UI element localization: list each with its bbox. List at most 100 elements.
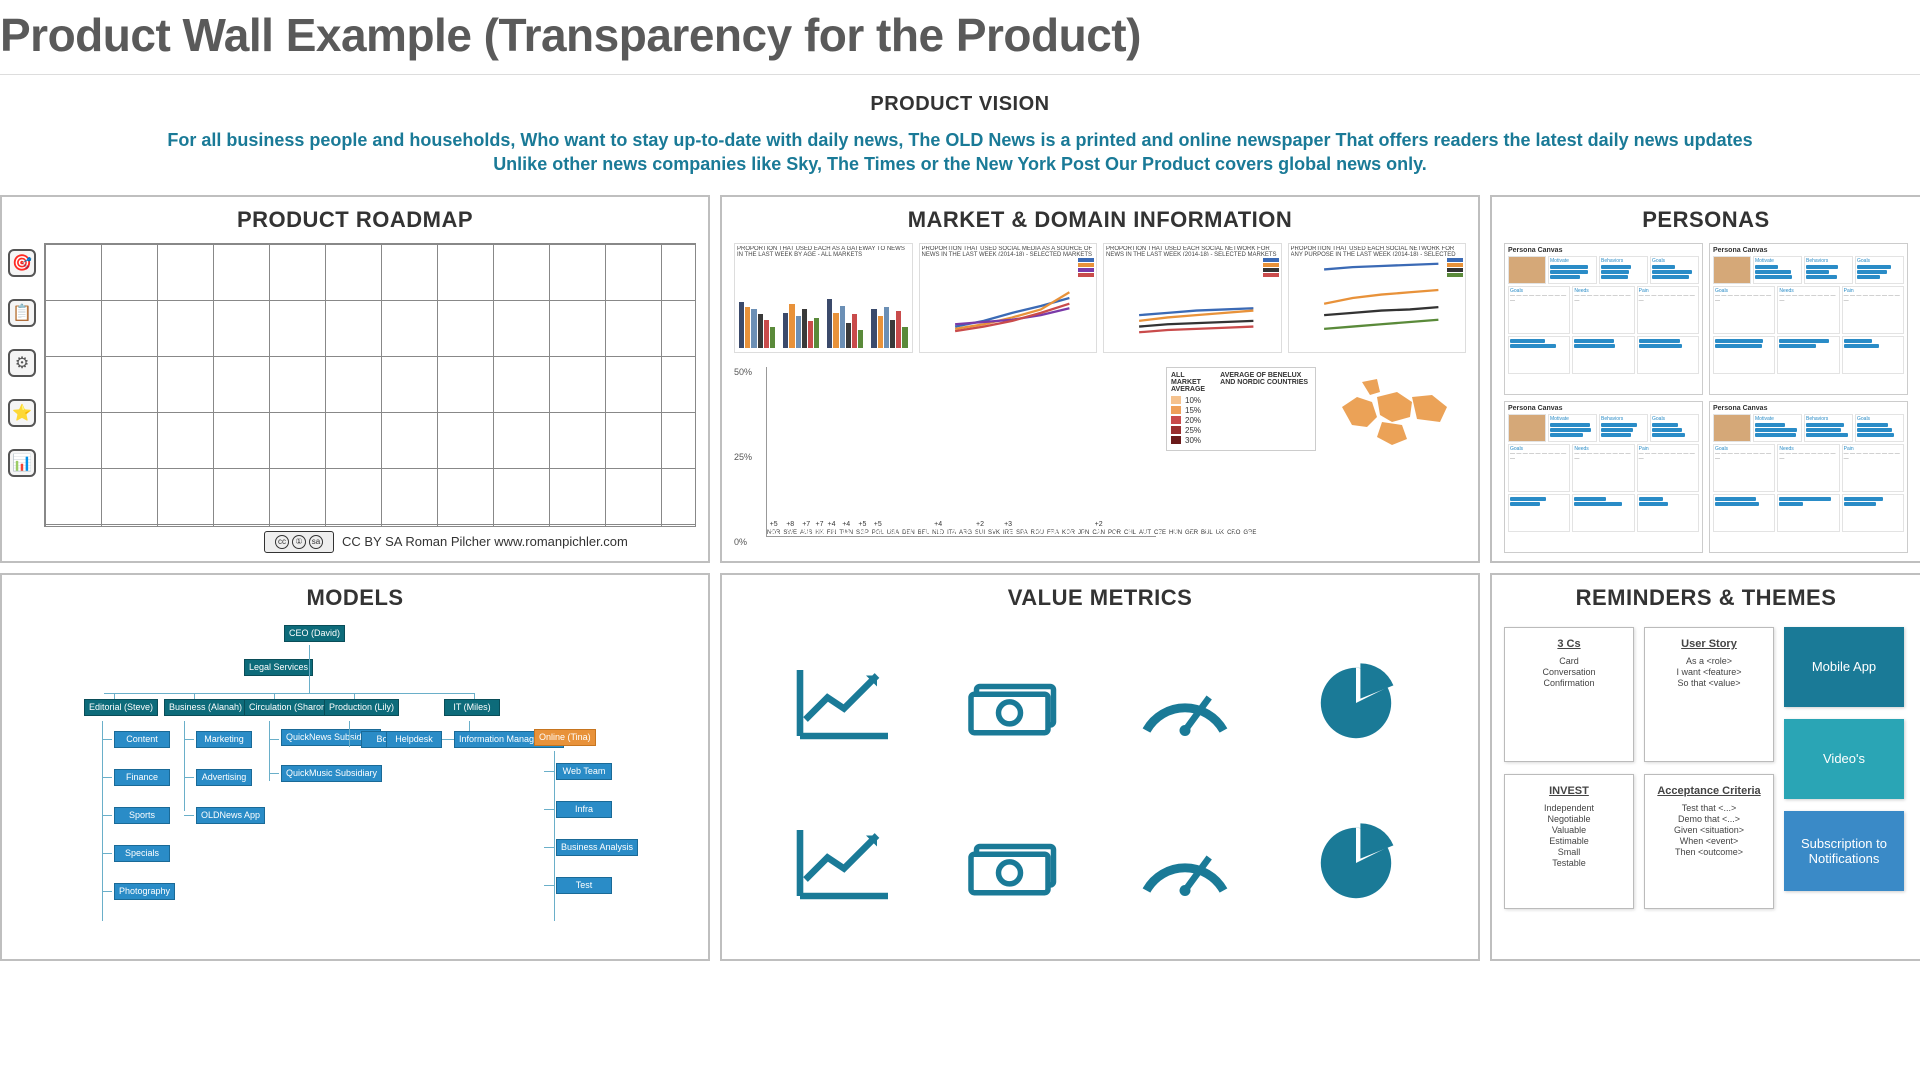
big-bar: +413NLD bbox=[932, 521, 944, 536]
big-bar: 7BUL bbox=[1201, 528, 1213, 536]
big-bar: +211SUI bbox=[975, 521, 985, 536]
org-node-photography: Photography bbox=[114, 883, 175, 901]
org-node-infra: Infra bbox=[556, 801, 612, 819]
personas-grid: Persona CanvasMotivateBehaviorsGoalsGoal… bbox=[1504, 243, 1908, 553]
big-bar: 10FRA bbox=[1047, 528, 1059, 536]
market-mini-charts: PROPORTION THAT USED EACH AS A GATEWAY T… bbox=[734, 243, 1466, 353]
big-bar: 9POR bbox=[1108, 528, 1121, 536]
big-bar: +720HK bbox=[815, 521, 823, 536]
reminders-body: 3 CsCardConversationConfirmationINVESTIn… bbox=[1504, 621, 1908, 951]
credit-text: CC BY SA Roman Pilcher www.romanpichler.… bbox=[342, 534, 628, 549]
org-node-sports: Sports bbox=[114, 807, 170, 825]
y-axis-label: 0% bbox=[734, 537, 747, 547]
org-node-advertising: Advertising bbox=[196, 769, 252, 787]
big-bar: +311IRE bbox=[1003, 521, 1013, 536]
org-chart: CEO (David) Legal Services Editorial (Stev… bbox=[14, 621, 696, 951]
org-node-busanalysis: Business Analysis bbox=[556, 839, 638, 857]
note-card: 3 CsCardConversationConfirmation bbox=[1504, 627, 1634, 762]
card-personas: PERSONAS Persona CanvasMotivateBehaviors… bbox=[1490, 195, 1920, 563]
big-bar: +530NOR bbox=[767, 521, 780, 536]
org-node-helpdesk: Helpdesk bbox=[386, 731, 442, 749]
chart-growth-icon bbox=[789, 818, 899, 913]
card-title-reminders: REMINDERS & THEMES bbox=[1504, 585, 1908, 611]
org-node-test: Test bbox=[556, 877, 612, 895]
market-big-chart: 50%25%0% +530NOR+826SWE+724AUS+720HK+420… bbox=[734, 357, 1466, 553]
persona-canvas: Persona CanvasMotivateBehaviorsGoalsGoal… bbox=[1504, 243, 1703, 395]
roadmap-row-icon: 🎯 bbox=[8, 249, 36, 277]
vision-text: For all business people and households, … bbox=[160, 128, 1760, 177]
big-bar: +724AUS bbox=[800, 521, 812, 536]
org-node-editorial: Editorial (Steve) bbox=[84, 699, 158, 717]
org-node-circulation: Circulation (Sharon) bbox=[244, 699, 334, 717]
card-roadmap: PRODUCT ROADMAP 🎯📋⚙⭐📊 cc①sa CC BY SA Rom… bbox=[0, 195, 710, 563]
roadmap-credit: cc①sa CC BY SA Roman Pilcher www.romanpi… bbox=[264, 531, 628, 553]
theme-card: Subscription to Notifications bbox=[1784, 811, 1904, 891]
market-legend: ALL MARKET AVERAGE AVERAGE OF BENELUX AN… bbox=[1166, 367, 1316, 451]
card-reminders: REMINDERS & THEMES 3 CsCardConversationC… bbox=[1490, 573, 1920, 961]
page-title: Product Wall Example (Transparency for t… bbox=[0, 0, 1920, 74]
big-bar: 15DEN bbox=[902, 528, 915, 536]
org-node-legal: Legal Services bbox=[244, 659, 313, 677]
big-bar: 10KOR bbox=[1062, 528, 1075, 536]
big-bar: 10SPA bbox=[1016, 528, 1028, 536]
big-bar: 8AUT bbox=[1139, 528, 1151, 536]
org-node-business: Business (Alanah) bbox=[164, 699, 247, 717]
card-models: MODELS CEO (David) Legal Services Editoria… bbox=[0, 573, 710, 961]
big-bar: 8CZE bbox=[1154, 528, 1166, 536]
big-bar: 6GRE bbox=[1243, 528, 1256, 536]
big-bar: 12ITA bbox=[947, 528, 956, 536]
big-bar: 10ROU bbox=[1031, 528, 1044, 536]
cc-badge-icon: cc①sa bbox=[264, 531, 334, 553]
persona-canvas: Persona CanvasMotivateBehaviorsGoalsGoal… bbox=[1709, 401, 1908, 553]
big-bar: +418TWN bbox=[839, 521, 853, 536]
org-node-it: IT (Miles) bbox=[444, 699, 500, 717]
pie-chart-icon bbox=[1301, 658, 1411, 753]
big-bar: 8CHL bbox=[1124, 528, 1136, 536]
note-card: User StoryAs a <role>I want <feature>So … bbox=[1644, 627, 1774, 762]
org-node-quickmusic: QuickMusic Subsidiary bbox=[281, 765, 382, 783]
chart-growth-icon bbox=[789, 658, 899, 753]
theme-card: Mobile App bbox=[1784, 627, 1904, 707]
big-bar: +826SWE bbox=[783, 521, 797, 536]
org-node-ceo: CEO (David) bbox=[284, 625, 345, 643]
big-bar: 9JPN bbox=[1078, 528, 1089, 536]
big-bar: +29CAN bbox=[1092, 521, 1105, 536]
roadmap-grid bbox=[44, 243, 696, 527]
org-node-finance: Finance bbox=[114, 769, 170, 787]
card-title-roadmap: PRODUCT ROADMAP bbox=[14, 207, 696, 233]
theme-card: Video's bbox=[1784, 719, 1904, 799]
note-card: INVESTIndependentNegotiableValuableEstim… bbox=[1504, 774, 1634, 909]
pie-chart-icon bbox=[1301, 818, 1411, 913]
roadmap-row-icons: 🎯📋⚙⭐📊 bbox=[8, 249, 40, 477]
card-title-models: MODELS bbox=[14, 585, 696, 611]
big-bar: 8HUN bbox=[1169, 528, 1182, 536]
persona-canvas: Persona CanvasMotivateBehaviorsGoalsGoal… bbox=[1709, 243, 1908, 395]
persona-canvas: Persona CanvasMotivateBehaviorsGoalsGoal… bbox=[1504, 401, 1703, 553]
org-node-content: Content bbox=[114, 731, 170, 749]
vision-heading: PRODUCT VISION bbox=[40, 93, 1880, 116]
org-node-production: Production (Lily) bbox=[324, 699, 399, 717]
card-title-personas: PERSONAS bbox=[1504, 207, 1908, 233]
mini-line-chart: PROPORTION THAT USED SOCIAL MEDIA AS A S… bbox=[919, 243, 1098, 353]
big-bar: 7CRO bbox=[1227, 528, 1240, 536]
note-card: Acceptance CriteriaTest that <...>Demo t… bbox=[1644, 774, 1774, 909]
big-bar: 14BEL bbox=[918, 528, 929, 536]
big-bar: +518SGP bbox=[856, 521, 869, 536]
vision-section: PRODUCT VISION For all business people a… bbox=[0, 89, 1920, 195]
roadmap-row-icon: ⭐ bbox=[8, 399, 36, 427]
money-icon bbox=[960, 818, 1070, 913]
org-node-marketing: Marketing bbox=[196, 731, 252, 749]
mini-line-chart: PROPORTION THAT USED EACH SOCIAL NETWORK… bbox=[1103, 243, 1282, 353]
divider bbox=[0, 74, 1920, 75]
y-axis-label: 25% bbox=[734, 452, 752, 462]
big-bar: 16USA bbox=[887, 528, 899, 536]
org-node-online: Online (Tina) bbox=[534, 729, 596, 747]
org-node-specials: Specials bbox=[114, 845, 170, 863]
big-bar: +516POL bbox=[872, 521, 884, 536]
money-icon bbox=[960, 658, 1070, 753]
y-axis-label: 50% bbox=[734, 367, 752, 377]
gauge-icon bbox=[1130, 818, 1240, 913]
big-bar: 12ARG bbox=[959, 528, 972, 536]
europe-map-icon bbox=[1322, 367, 1462, 467]
big-bar: 11SVK bbox=[988, 528, 1000, 536]
